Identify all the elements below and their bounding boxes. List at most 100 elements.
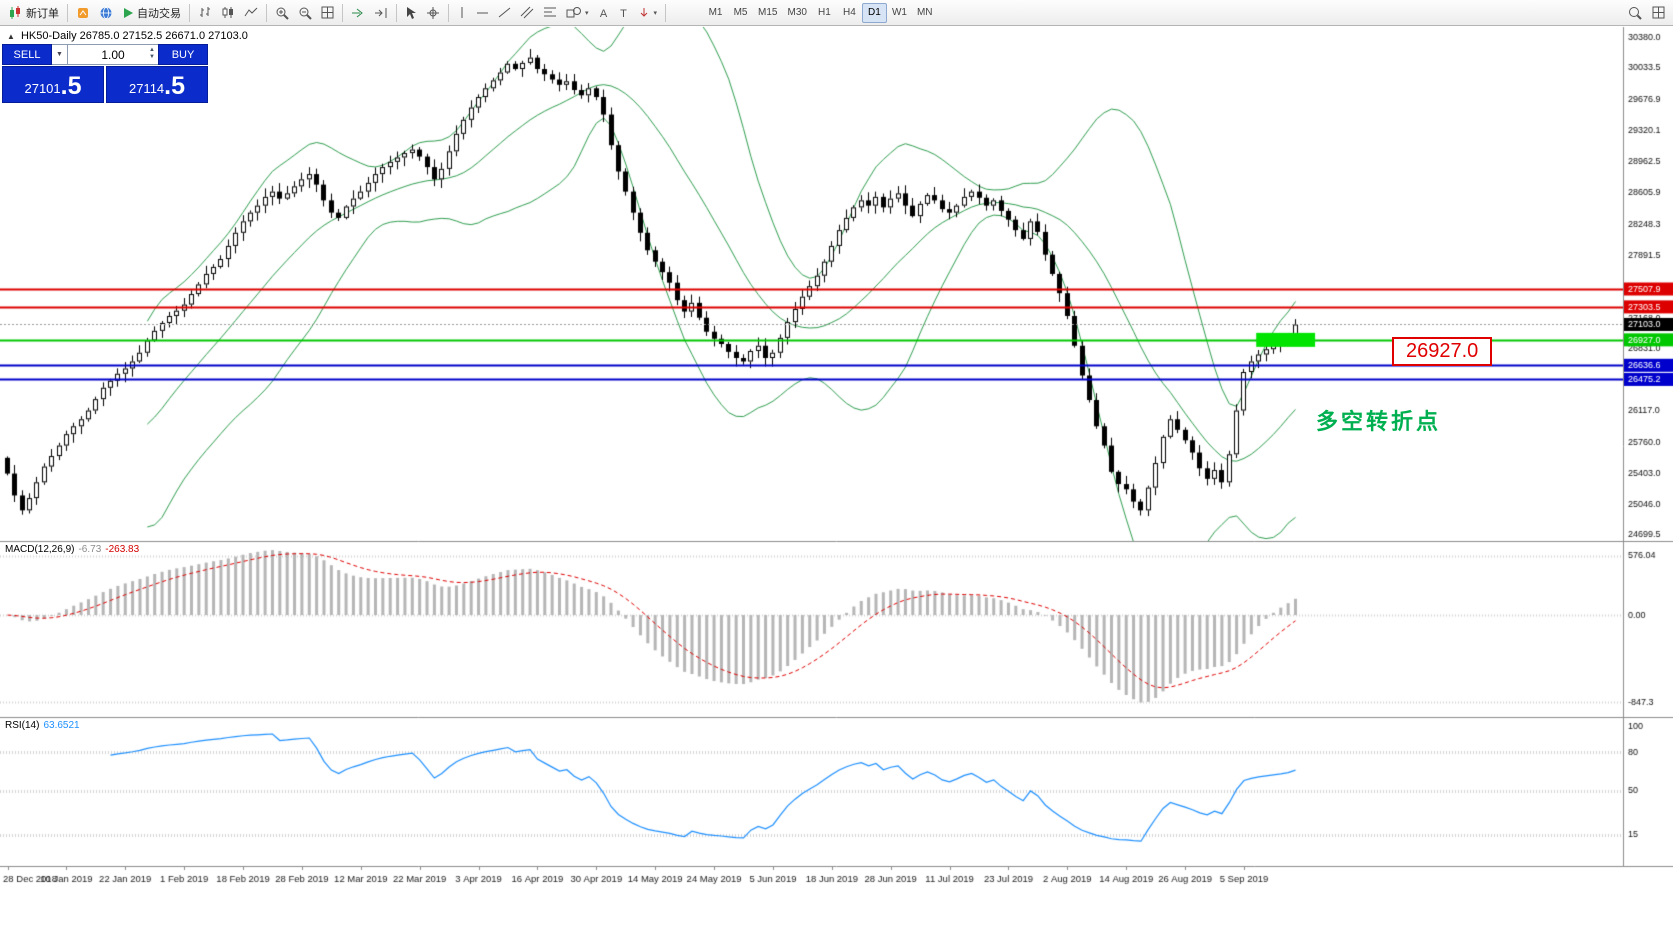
channel-tool-button[interactable] xyxy=(516,2,538,24)
sell-price-button[interactable]: 27101.5 xyxy=(2,66,104,103)
bar-chart-mode-button[interactable] xyxy=(194,2,216,24)
bars-icon xyxy=(198,6,212,19)
chart-shift-button[interactable] xyxy=(370,2,392,24)
text-tool-button[interactable]: A xyxy=(594,2,613,24)
volume-spinner[interactable]: ▲ ▼ xyxy=(149,47,155,61)
toolbar-separator xyxy=(266,3,267,22)
grid-icon xyxy=(321,6,334,19)
window-list-icon xyxy=(1652,6,1665,19)
timeframe-h4-button[interactable]: H4 xyxy=(837,3,862,23)
volume-dropdown-icon[interactable]: ▼ xyxy=(52,44,68,65)
horizontal-line-tool-button[interactable] xyxy=(472,2,493,24)
autotrading-button[interactable]: 自动交易 xyxy=(118,2,185,24)
trend-icon xyxy=(498,6,511,19)
fibo-icon xyxy=(543,6,557,19)
timeframe-m1-button[interactable]: M1 xyxy=(703,3,728,23)
spin-up-icon[interactable]: ▲ xyxy=(149,47,155,53)
zoom-out-button[interactable] xyxy=(294,2,316,24)
arrows-tool-button[interactable]: ▾ xyxy=(634,2,662,24)
toolbar-separator xyxy=(189,3,190,22)
channel-icon xyxy=(520,6,534,19)
toolbar-separator xyxy=(396,3,397,22)
caret-down-icon: ▾ xyxy=(585,9,589,17)
caret-down-icon: ▾ xyxy=(653,9,658,17)
label-tool-button[interactable]: T xyxy=(614,2,633,24)
buy-price-main: 27114 xyxy=(128,81,165,96)
rsi-value: 63.6521 xyxy=(43,720,80,731)
letterT-icon: T xyxy=(618,6,629,19)
crosshair-tool-button[interactable] xyxy=(422,2,444,24)
macd-main-value: -6.73 xyxy=(78,544,102,555)
toolbar-separator xyxy=(67,3,68,22)
sell-button[interactable]: SELL xyxy=(2,44,52,65)
macd-indicator-label: MACD(12,26,9) -6.73 -263.83 xyxy=(5,544,139,555)
cursor-icon xyxy=(405,6,417,20)
symbol-ohlc-line: ▲ HK50-Daily 26785.0 27152.5 26671.0 271… xyxy=(7,30,248,42)
timeframe-h1-button[interactable]: H1 xyxy=(812,3,837,23)
volume-input[interactable]: 1.00 ▲ ▼ xyxy=(68,44,158,65)
cursor-tool-button[interactable] xyxy=(401,2,421,24)
timeframe-w1-button[interactable]: W1 xyxy=(887,3,912,23)
timeframe-m5-button[interactable]: M5 xyxy=(728,3,753,23)
sell-price-pips: .5 xyxy=(60,72,82,100)
window-list-button[interactable] xyxy=(1648,2,1669,24)
trendline-tool-button[interactable] xyxy=(494,2,515,24)
arrowmark-icon xyxy=(638,6,650,19)
macd-signal-value: -263.83 xyxy=(105,544,140,555)
hline-icon xyxy=(476,8,489,18)
toolbar-separator xyxy=(448,3,449,22)
turning-point-annotation: 多空转折点 xyxy=(1316,409,1442,434)
polyline-icon xyxy=(244,6,258,19)
one-click-trade-panel: SELL ▼ 1.00 ▲ ▼ BUY 27101.5 27114.5 xyxy=(2,44,208,103)
macd-name: MACD(12,26,9) xyxy=(5,544,75,555)
vertical-line-tool-button[interactable] xyxy=(453,2,471,24)
timeframe-m15-button[interactable]: M15 xyxy=(753,3,782,23)
toolbar: 新订单 自动交易 ▾ A T ▾ M1 M5 M15 M30 H1 H4 D1 W1 MN xyxy=(0,0,1673,26)
rsi-indicator-label: RSI(14) 63.6521 xyxy=(5,720,80,731)
sell-price-main: 27101 xyxy=(24,81,61,96)
new-order-button[interactable]: 新订单 xyxy=(4,2,63,24)
candlestick-mode-button[interactable] xyxy=(217,2,239,24)
search-button[interactable] xyxy=(1624,2,1646,24)
timeframe-mn-button[interactable]: MN xyxy=(912,3,938,23)
shapes-icon xyxy=(566,6,581,19)
search-icon xyxy=(1628,6,1642,20)
buy-price-pips: .5 xyxy=(164,72,186,100)
arrow-right-icon xyxy=(351,7,365,19)
toolbar-separator xyxy=(342,3,343,22)
symbol-ohlc-text: HK50-Daily 26785.0 27152.5 26671.0 27103… xyxy=(20,30,248,42)
timeframe-d1-button[interactable]: D1 xyxy=(861,2,887,23)
volume-value: 1.00 xyxy=(101,47,125,62)
crosshair-icon xyxy=(426,6,440,20)
zoom-out-icon xyxy=(298,6,312,20)
shift-icon xyxy=(374,7,388,19)
buy-button[interactable]: BUY xyxy=(158,44,208,65)
community-button[interactable] xyxy=(95,2,117,24)
symbol-direction-icon: ▲ xyxy=(7,32,15,41)
metaeditor-button[interactable] xyxy=(72,2,94,24)
toolbar-separator xyxy=(665,3,667,22)
shapes-tool-button[interactable]: ▾ xyxy=(562,2,593,24)
auto-scroll-button[interactable] xyxy=(347,2,369,24)
tile-windows-button[interactable] xyxy=(317,2,338,24)
autotrading-label: 自动交易 xyxy=(137,7,181,20)
candles-colored-icon xyxy=(8,5,23,20)
timeframe-m30-button[interactable]: M30 xyxy=(782,3,811,23)
play-green-icon xyxy=(122,7,134,19)
vline-icon xyxy=(457,6,467,19)
price-alert-tag: 26927.0 xyxy=(1392,337,1493,366)
fibonacci-tool-button[interactable] xyxy=(539,2,561,24)
svg-text:T: T xyxy=(620,8,627,19)
line-chart-mode-button[interactable] xyxy=(240,2,262,24)
buy-price-button[interactable]: 27114.5 xyxy=(106,66,208,103)
spin-down-icon[interactable]: ▼ xyxy=(149,54,155,60)
toolbar-right-group xyxy=(1624,2,1669,24)
letterA-icon: A xyxy=(598,6,609,19)
svg-text:A: A xyxy=(599,8,607,19)
toolbar-buttons: 新订单 自动交易 ▾ A T ▾ xyxy=(4,2,669,24)
candles-icon xyxy=(221,6,235,19)
globe-blue-icon xyxy=(99,6,113,20)
zoom-in-button[interactable] xyxy=(271,2,293,24)
